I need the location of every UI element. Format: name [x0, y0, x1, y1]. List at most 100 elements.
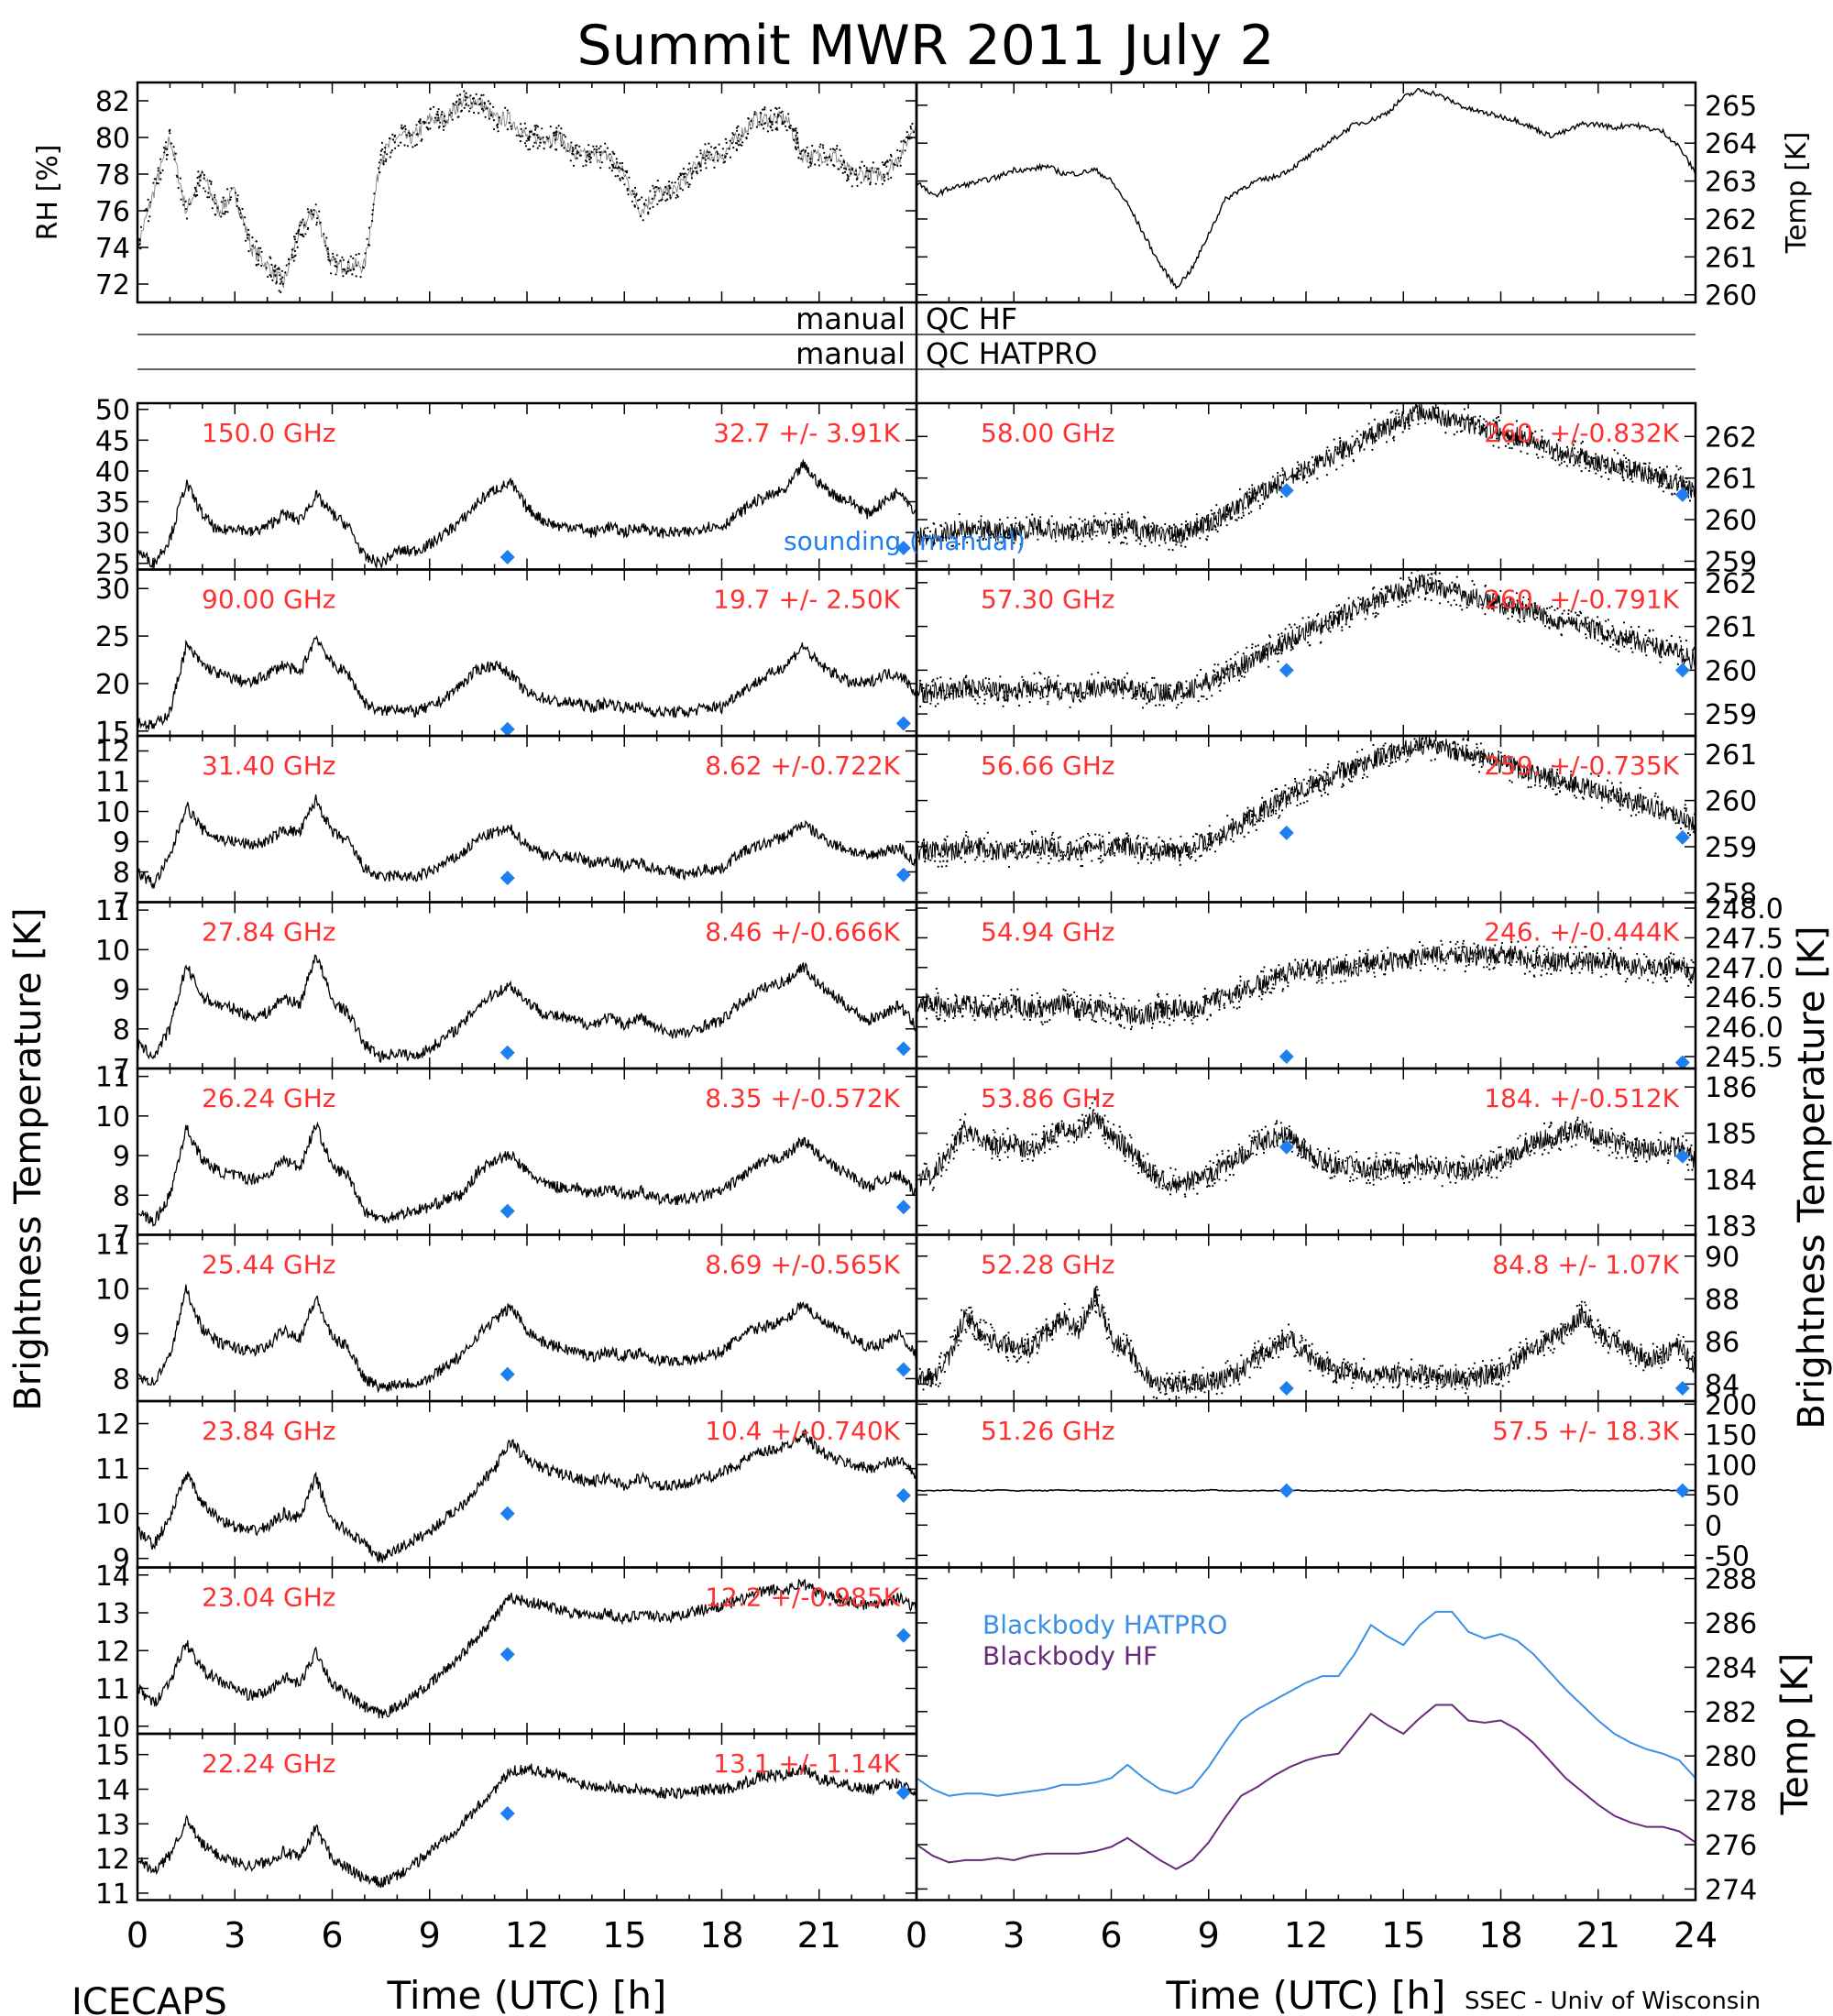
data-dot: [206, 196, 209, 199]
data-dot: [775, 107, 778, 110]
data-dot: [1581, 960, 1584, 963]
y-tick-label: 259: [1705, 546, 1757, 578]
data-dot: [1313, 458, 1316, 461]
data-dot: [853, 173, 856, 176]
data-dot: [1610, 966, 1613, 969]
data-dot: [1659, 1355, 1663, 1358]
data-dot: [1651, 472, 1653, 475]
data-dot: [1506, 955, 1509, 958]
data-dot: [448, 114, 451, 116]
data-dot: [1670, 647, 1673, 650]
data-dot: [1653, 812, 1656, 815]
data-dot: [1464, 1371, 1466, 1375]
data-dot: [1681, 652, 1684, 655]
data-dot: [869, 183, 872, 186]
data-dot: [1641, 469, 1644, 472]
data-dot: [284, 271, 287, 274]
data-dot: [1539, 1346, 1542, 1349]
data-dot: [1439, 956, 1442, 959]
data-dot: [267, 275, 269, 279]
sounding-marker: [1674, 1055, 1690, 1070]
data-dot: [1670, 634, 1673, 638]
data-dot: [1003, 684, 1005, 686]
data-dot: [1306, 967, 1309, 970]
data-dot: [1658, 816, 1661, 819]
data-dot: [1093, 531, 1096, 533]
data-dot: [1576, 1116, 1579, 1119]
data-dot: [704, 143, 707, 146]
data-dot: [954, 1136, 957, 1139]
data-dot: [721, 148, 725, 150]
data-dot: [1482, 966, 1485, 969]
data-dot: [1397, 605, 1399, 608]
data-dot: [1427, 1385, 1430, 1388]
data-dot: [1442, 1375, 1445, 1377]
data-dot: [1105, 520, 1108, 522]
data-dot: [1543, 1148, 1546, 1151]
data-dot: [1019, 838, 1022, 841]
data-dot: [1581, 796, 1584, 799]
data-dot: [955, 995, 958, 998]
data-dot: [842, 159, 846, 163]
data-dot: [1297, 1152, 1300, 1155]
data-dot: [1606, 966, 1608, 969]
data-dot: [1683, 965, 1685, 968]
data-dot: [1084, 1114, 1088, 1117]
data-dot: [454, 104, 456, 106]
data-dot: [1578, 465, 1581, 467]
data-dot: [1050, 849, 1053, 851]
data-dot: [1663, 468, 1665, 471]
data-dot: [1426, 948, 1429, 950]
data-dot: [1091, 673, 1093, 675]
data-dot: [1246, 1150, 1249, 1153]
data-dot: [1638, 811, 1641, 814]
sounding-marker: [895, 1200, 911, 1215]
y-tick-label: 25: [95, 621, 130, 653]
data-dot: [1619, 788, 1621, 792]
data-dot: [809, 160, 812, 163]
data-dot: [311, 213, 313, 215]
data-dot: [299, 225, 302, 227]
data-dot: [988, 849, 991, 852]
data-dot: [675, 196, 677, 199]
data-dot: [1644, 1352, 1648, 1354]
data-dot: [1537, 456, 1540, 459]
data-dot: [1473, 942, 1476, 945]
y-tick-label: 263: [1705, 167, 1757, 199]
data-dot: [148, 215, 151, 218]
data-dot: [1234, 653, 1236, 656]
data-dot: [1230, 518, 1233, 520]
data-dot: [999, 533, 1002, 536]
data-dot: [197, 170, 200, 173]
data-dot: [1305, 1148, 1308, 1151]
data-dot: [1315, 1164, 1318, 1167]
data-dot: [1387, 1163, 1389, 1166]
data-dot: [1047, 700, 1049, 703]
data-dot: [787, 113, 790, 115]
data-dot: [483, 102, 486, 104]
data-dot: [992, 997, 994, 1000]
data-dot: [425, 126, 428, 129]
data-dot: [1495, 1167, 1498, 1170]
data-dot: [1163, 1379, 1166, 1382]
data-dot: [384, 147, 387, 149]
data-dot: [972, 1001, 975, 1003]
data-dot: [470, 102, 473, 104]
data-dot: [1690, 489, 1694, 492]
data-dot: [1047, 703, 1049, 706]
data-dot: [1647, 467, 1650, 471]
data-dot: [1512, 1353, 1515, 1355]
data-dot: [1367, 1178, 1370, 1181]
data-dot: [180, 198, 182, 201]
data-dot: [1382, 1159, 1385, 1162]
data-dot: [1527, 786, 1530, 789]
data-dot: [1358, 965, 1361, 968]
data-dot: [1441, 1364, 1444, 1367]
data-dot: [1660, 656, 1663, 659]
data-dot: [1305, 1344, 1308, 1347]
data-dot: [833, 148, 836, 151]
data-dot: [1674, 492, 1676, 495]
data-dot: [1624, 633, 1627, 636]
data-dot: [1116, 1354, 1120, 1357]
data-dot: [649, 190, 652, 192]
